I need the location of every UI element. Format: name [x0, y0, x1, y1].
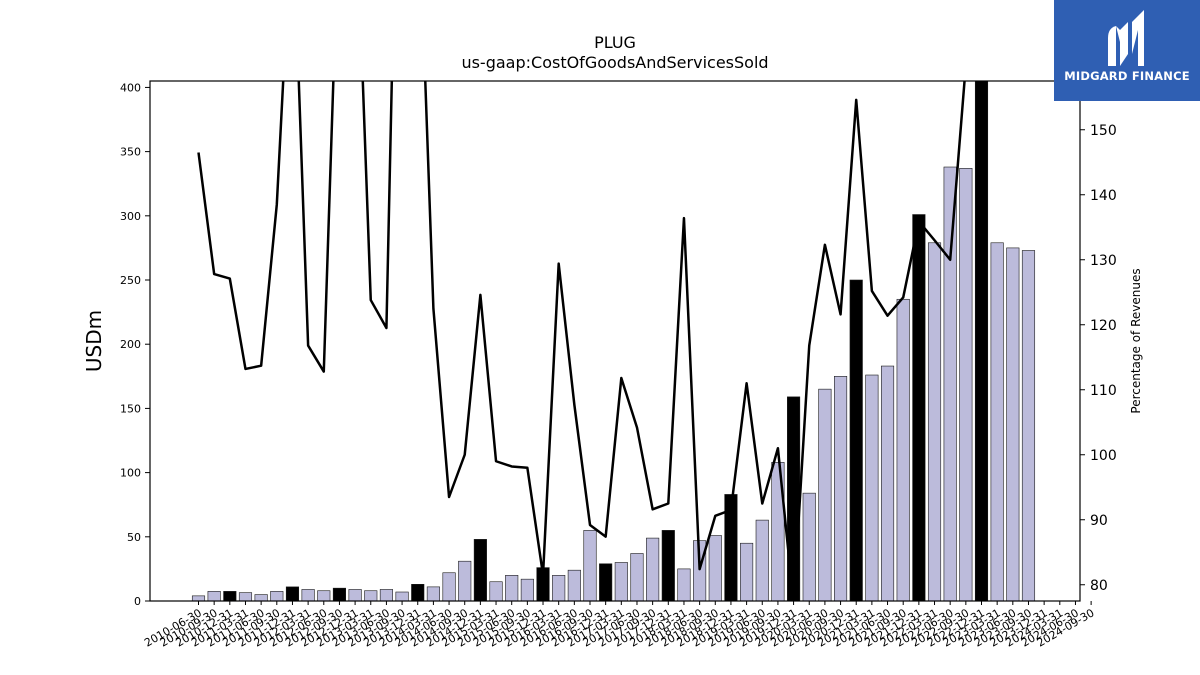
bar: [207, 591, 221, 602]
y2-tick-label: 110: [1090, 383, 1117, 399]
bar: [943, 166, 957, 602]
y2-axis-label: Percentage of Revenues: [1129, 268, 1143, 413]
bar: [567, 569, 581, 602]
bar: [191, 595, 206, 602]
y2-tick-label: 130: [1090, 253, 1117, 269]
bar: [802, 492, 816, 602]
y-tick-label: 250: [120, 274, 141, 287]
y-tick-label: 50: [127, 531, 141, 544]
y-axis-label: USDm: [82, 310, 106, 372]
bar: [849, 279, 863, 602]
brand-logo: MIDGARD FINANCE: [1054, 0, 1200, 101]
line-group: [197, 81, 966, 601]
bar: [865, 374, 879, 602]
bar: [708, 535, 722, 602]
midgard-logo-icon: [1108, 10, 1144, 66]
bar: [740, 542, 754, 602]
plot-frame: [149, 80, 1081, 602]
y-tick-label: 200: [120, 338, 141, 351]
bar: [348, 589, 362, 602]
bar: [974, 80, 989, 602]
y2-tick-label: 120: [1090, 318, 1117, 334]
bar: [520, 578, 534, 602]
bar: [442, 572, 456, 602]
y2-tick-label: 140: [1090, 188, 1117, 204]
bar: [599, 563, 613, 602]
series-line: [197, 81, 966, 601]
y-tick-label: 150: [120, 402, 141, 415]
bar: [489, 581, 503, 602]
bar: [912, 214, 926, 602]
y2-tick-label: 90: [1090, 513, 1108, 529]
bar: [238, 592, 253, 602]
bar: [1021, 250, 1036, 602]
bar: [505, 575, 519, 602]
bar: [661, 530, 675, 602]
bar: [426, 586, 440, 602]
bar: [880, 365, 895, 602]
y2-tick-label: 150: [1090, 123, 1117, 139]
bar: [332, 587, 346, 602]
bar: [254, 594, 268, 602]
y-tick-label: 300: [120, 210, 141, 223]
bar: [270, 591, 284, 602]
bar: [755, 519, 769, 602]
bar: [990, 242, 1004, 602]
y2-tick-label: 100: [1090, 448, 1117, 464]
bar: [301, 589, 315, 602]
bar: [959, 168, 973, 602]
bars-group: [191, 80, 1036, 602]
bar: [285, 586, 300, 602]
bar: [646, 537, 660, 602]
bar: [473, 539, 487, 602]
bar: [834, 376, 848, 602]
bar: [411, 584, 425, 602]
y-tick-label: 100: [120, 467, 141, 480]
bar: [395, 591, 409, 602]
chart-subtitle: us-gaap:CostOfGoodsAndServicesSold: [461, 53, 768, 72]
chart-title: PLUG: [594, 33, 636, 52]
bar: [927, 242, 942, 602]
y-axis-right: 80 90 100 110 120 130 140 150: [1080, 123, 1117, 594]
bar: [677, 568, 691, 602]
bar: [364, 590, 378, 602]
bar: [630, 553, 644, 602]
bar: [223, 591, 237, 602]
y-tick-label: 400: [120, 81, 141, 94]
y-tick-label: 0: [134, 595, 141, 608]
bar: [614, 562, 628, 602]
y2-tick-label: 80: [1090, 578, 1108, 594]
bar: [818, 388, 832, 602]
y-axis-left: 0 50 100 150 200 250 300 350 400: [120, 81, 150, 608]
bar: [552, 575, 566, 602]
bar: [896, 298, 910, 602]
bar: [317, 590, 331, 602]
x-axis: 2010-06-302010-09-302010-12-312011-03-31…: [142, 601, 1097, 650]
y-tick-label: 350: [120, 146, 141, 159]
bar: [379, 589, 393, 602]
bar: [458, 560, 472, 602]
bar: [583, 530, 597, 602]
bar: [1006, 247, 1020, 602]
brand-name: MIDGARD FINANCE: [1064, 69, 1190, 83]
